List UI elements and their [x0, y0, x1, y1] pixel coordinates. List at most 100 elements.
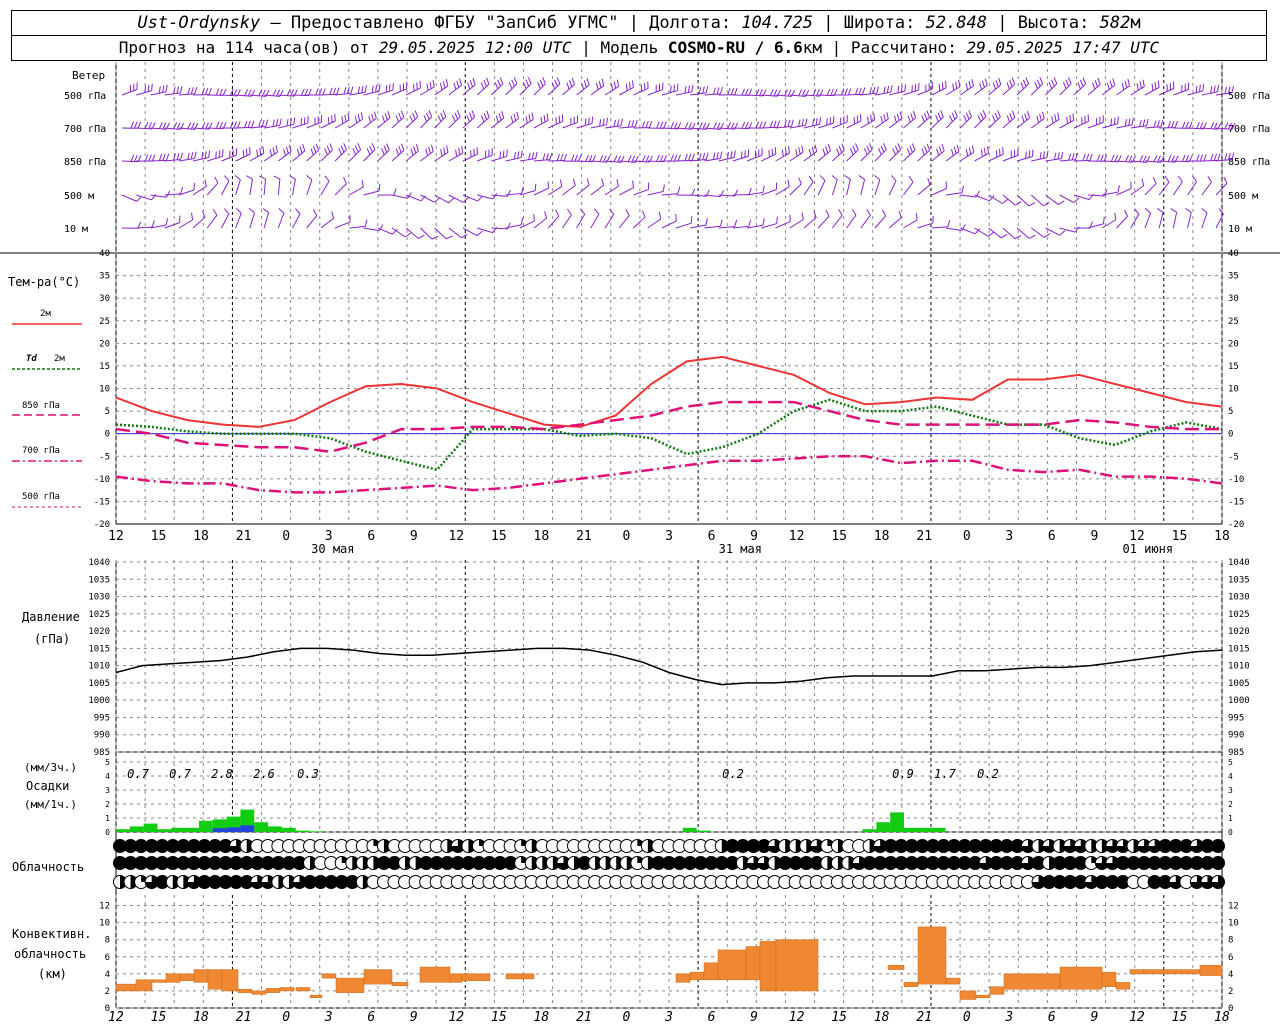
cloud-fill-full	[261, 856, 275, 870]
wind-barb-flag	[357, 86, 361, 94]
wind-barb	[931, 144, 945, 162]
wind-barb	[818, 116, 835, 129]
wind-barb	[832, 115, 848, 129]
wind-barb-flag	[1072, 113, 1075, 121]
pressure-unit: (гПа)	[34, 632, 70, 646]
wind-barb-flag	[1036, 79, 1041, 87]
wind-barb-flag	[748, 187, 752, 195]
cloud-fill-full	[673, 856, 687, 870]
cloud-fill-full	[873, 856, 887, 870]
wind-barb-flag	[965, 149, 969, 157]
wind-barb-flag	[176, 122, 181, 130]
wind-barb-flag	[312, 209, 318, 216]
wind-barb-flag	[1213, 153, 1218, 161]
wind-barb-shaft	[491, 227, 508, 230]
wind-barb	[704, 219, 723, 229]
precip-ytick-left: 3	[105, 786, 110, 795]
wind-barb	[831, 174, 838, 196]
wind-barb-shaft	[306, 215, 318, 229]
wind-barb-flag	[712, 122, 717, 129]
cloud-fill-part	[1021, 839, 1035, 853]
wind-barb	[363, 84, 381, 96]
wind-barb-flag	[343, 143, 347, 150]
wind-barb	[860, 143, 873, 162]
wind-barb-shaft	[391, 116, 405, 129]
wind-barb	[903, 83, 920, 96]
cloud-symbol	[1211, 839, 1225, 853]
wind-barb	[448, 110, 461, 129]
wind-barb-flag	[896, 113, 900, 121]
conv-ytick-left: 8	[105, 936, 110, 946]
wind-barb	[262, 207, 270, 229]
wind-barb-flag	[130, 121, 135, 129]
wind-barb-flag	[814, 144, 818, 152]
wind-barb-shaft	[1158, 88, 1175, 96]
cloud-symbol	[630, 856, 645, 870]
wind-barb-shaft	[1201, 127, 1218, 130]
bottom-hour-tick: 15	[491, 1010, 507, 1024]
cloud-fill-full	[799, 856, 813, 870]
wind-barb-shaft	[605, 160, 622, 163]
cloud-fill-full	[662, 856, 676, 870]
bottom-hour-tick: 21	[236, 1010, 252, 1024]
wind-barb-flag	[148, 154, 152, 162]
wind-barb-flag	[826, 88, 831, 96]
wind-barb-flag	[173, 86, 176, 94]
wind-barb-flag	[716, 122, 721, 130]
wind-barb	[1102, 212, 1117, 229]
wind-barb-shaft	[747, 94, 764, 97]
wind-barb-shaft	[789, 151, 804, 162]
wind-barb-flag	[897, 85, 900, 93]
precip-ytick-left: 2	[105, 800, 110, 809]
wind-barb-flag	[544, 211, 548, 219]
cloud-fill-full	[124, 856, 138, 870]
precip-bar-snow	[240, 825, 255, 832]
wind-barb-flag	[165, 190, 171, 198]
wind-barb-flag	[407, 192, 412, 199]
wind-barb-shaft	[931, 87, 947, 96]
wind-barb-flag	[702, 86, 705, 94]
wind-barb-flag	[1144, 207, 1151, 214]
wind-barb-shaft	[562, 185, 576, 196]
wind-barb-shaft	[278, 94, 295, 97]
wind-barb-flag	[1100, 154, 1104, 162]
wind-barb-shaft	[604, 125, 621, 129]
cloud-fill-full	[292, 856, 306, 870]
conv-ytick-right: 12	[1228, 902, 1239, 912]
wind-barb	[1045, 112, 1060, 129]
wind-barb	[917, 178, 931, 196]
wind-barb	[988, 147, 1004, 162]
cloud-fill-full	[1211, 839, 1225, 853]
wind-barb	[846, 113, 862, 129]
wind-barb-shaft	[150, 91, 167, 96]
wind-barb-flag	[866, 145, 871, 153]
wind-barb-flag	[173, 122, 178, 129]
wind-barb-shaft	[917, 116, 930, 129]
wind-barb-shaft	[846, 214, 857, 229]
cloud-symbol	[778, 856, 793, 870]
cloud-fill-full	[229, 875, 243, 889]
wind-barb-flag	[684, 153, 688, 161]
cloud-fill-full	[683, 856, 697, 870]
conv-bar	[903, 982, 919, 987]
cloud-fill-full	[155, 856, 169, 870]
wind-barb-flag	[613, 119, 617, 127]
wind-barb	[1187, 154, 1207, 162]
wind-barb-flag	[921, 148, 925, 156]
wind-barb	[1073, 77, 1087, 96]
wind-barb-flag	[265, 119, 269, 127]
bottom-hour-tick: 6	[1048, 1010, 1056, 1024]
cloud-fill-full	[863, 856, 877, 870]
wind-barb-shaft	[264, 94, 281, 97]
temp-ytick-right: 10	[1228, 385, 1239, 395]
wind-barb-flag	[425, 148, 429, 156]
wind-barb-flag	[276, 89, 281, 97]
conv-ytick-left: 2	[105, 987, 110, 997]
wind-barb-flag	[1181, 121, 1186, 129]
wind-barb-flag	[476, 230, 483, 237]
wind-barb-flag	[873, 112, 876, 121]
temp-hour-tick: 0	[623, 529, 631, 544]
wind-barb-flag	[151, 83, 153, 91]
wind-barb-shaft	[519, 118, 534, 129]
temp-ytick-right: 35	[1228, 272, 1239, 282]
